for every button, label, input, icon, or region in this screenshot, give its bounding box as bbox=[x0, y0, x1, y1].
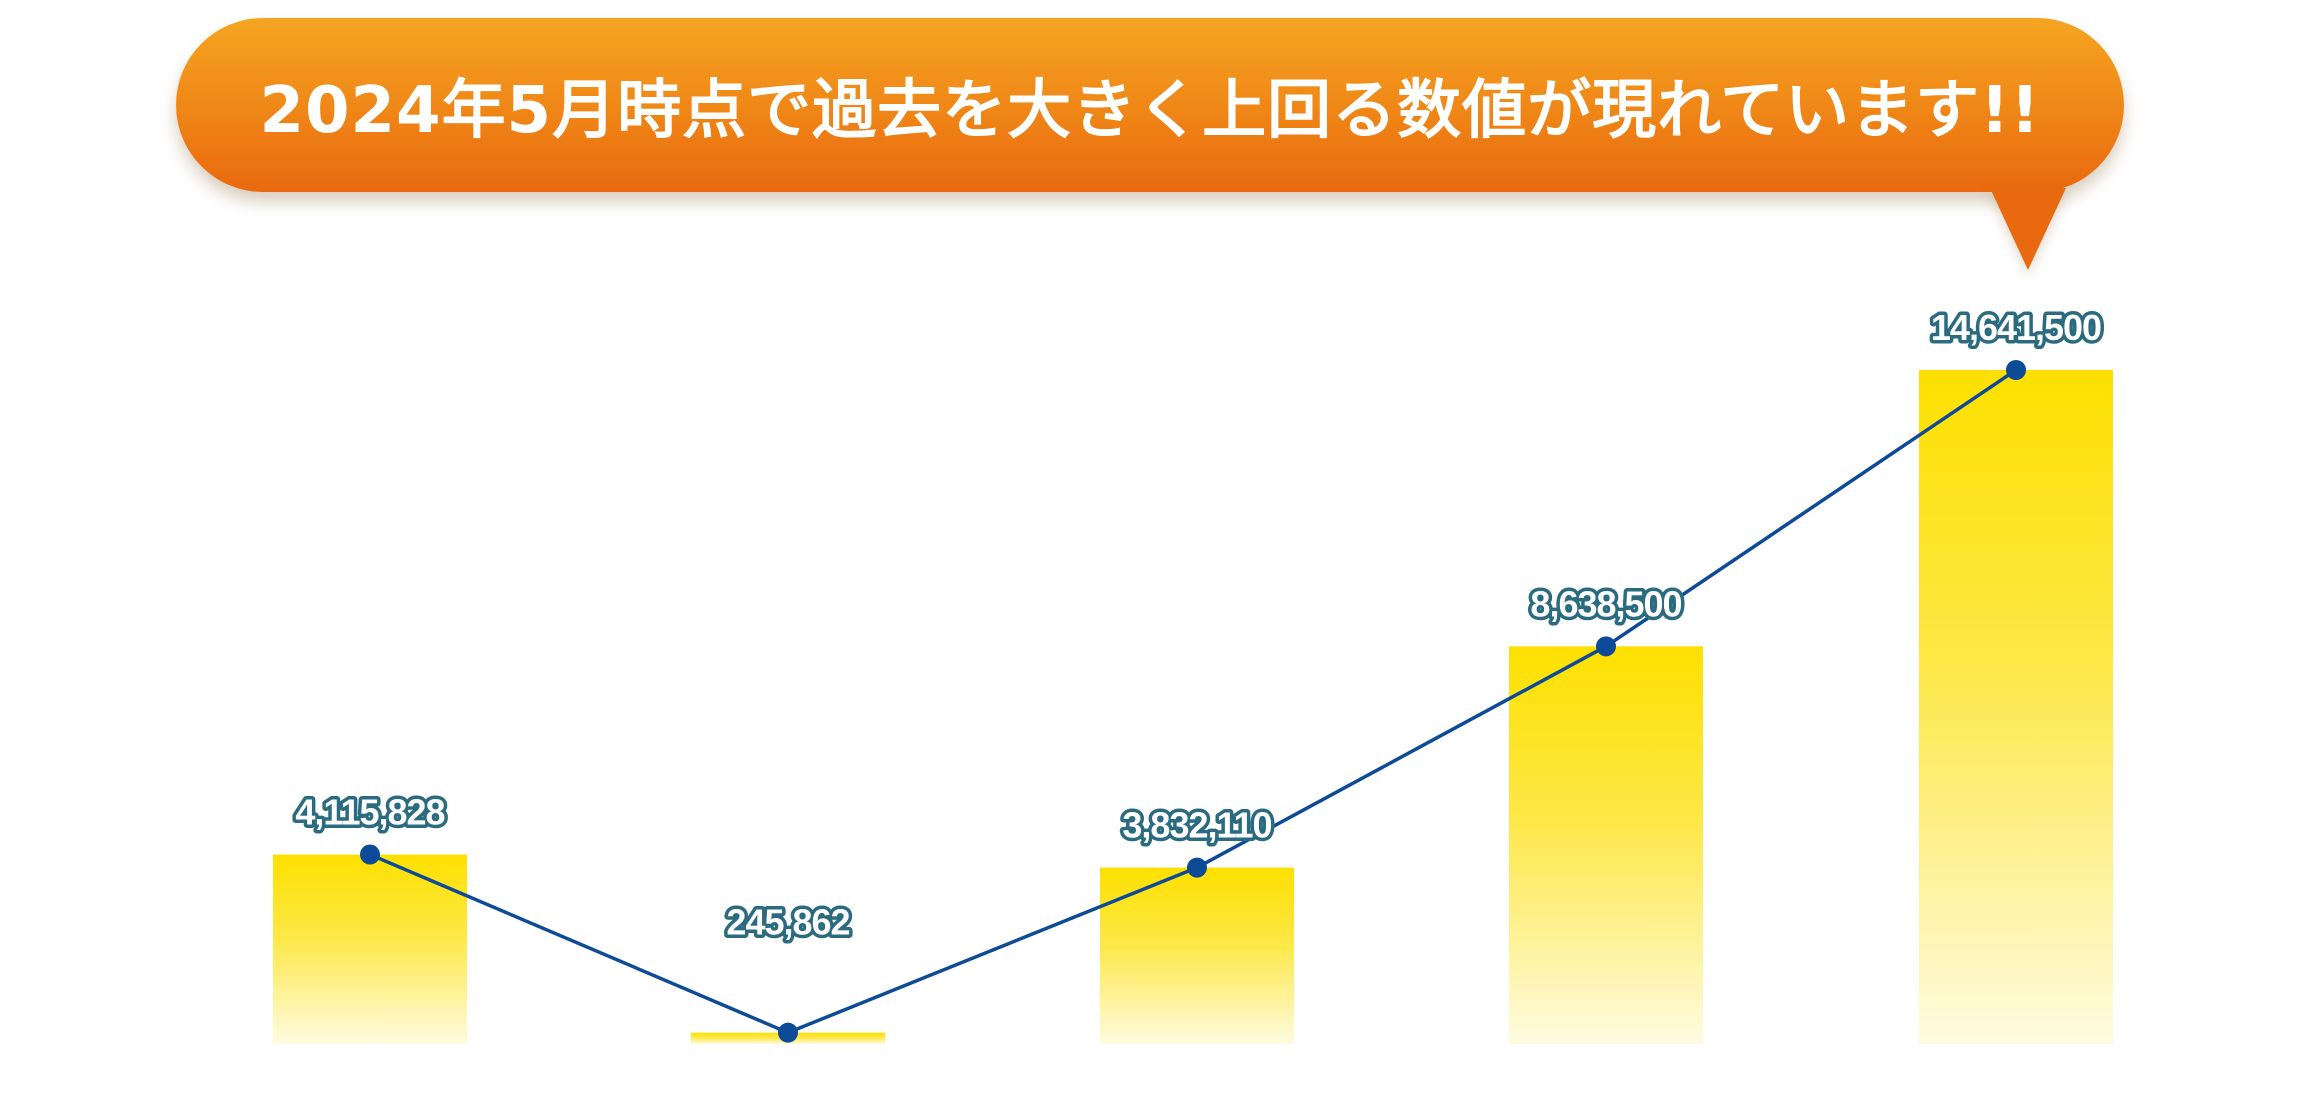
data-label: 245,862 bbox=[726, 902, 849, 943]
line-point bbox=[1187, 857, 1207, 878]
line-point bbox=[1596, 636, 1616, 657]
line-point bbox=[2006, 360, 2026, 380]
headline-banner bbox=[176, 18, 2124, 192]
bar bbox=[1919, 370, 2113, 1044]
labels-layer: 4,115,828 245,862 3,832,110 8,638,500 14,641… bbox=[292, 304, 2106, 947]
bar bbox=[1509, 646, 1703, 1044]
bars-layer bbox=[273, 370, 2113, 1044]
line-point bbox=[360, 844, 380, 865]
data-label: 3,832,110 bbox=[1122, 805, 1271, 846]
markers-layer bbox=[360, 360, 2026, 1043]
headline-text: 2024年5月時点で過去を大きく上回る数値が現れています!! bbox=[259, 74, 2041, 148]
line-point bbox=[778, 1022, 798, 1043]
data-label: 8,638,500 bbox=[1530, 583, 1681, 624]
headline-banner-tail bbox=[1990, 188, 2066, 270]
bar bbox=[1100, 867, 1294, 1044]
bar bbox=[273, 854, 467, 1044]
data-label: 4,115,828 bbox=[295, 792, 444, 833]
data-label: 14,641,500 bbox=[1931, 307, 2101, 348]
